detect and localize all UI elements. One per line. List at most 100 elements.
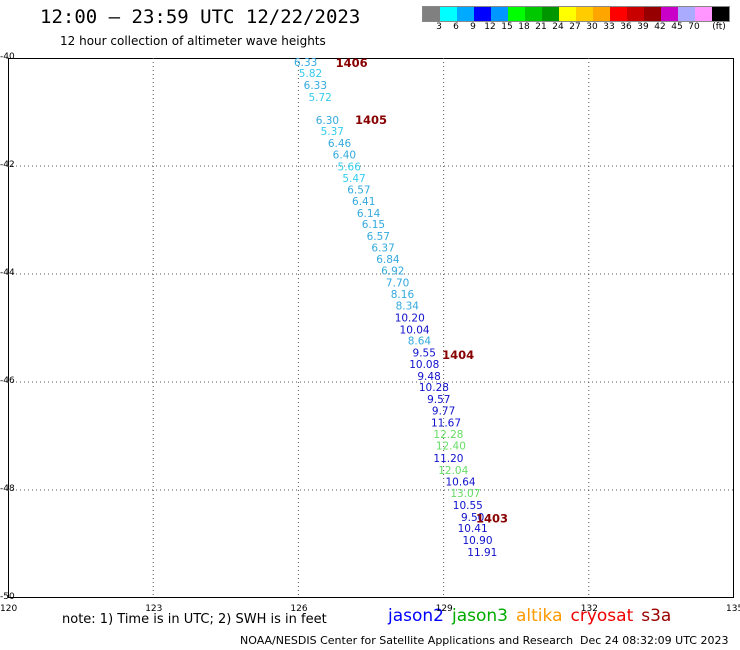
wave-height-value: 10.55 <box>453 500 483 512</box>
color-scale-legend <box>422 6 730 22</box>
wave-height-value: 6.15 <box>362 219 385 231</box>
orbit-track-label: 1405 <box>355 113 387 127</box>
longitude-tick-label: 123 <box>145 604 163 614</box>
legend-swatch <box>542 7 559 21</box>
wave-height-value: 11.67 <box>431 417 461 429</box>
footer-credit: NOAA/NESDIS Center for Satellite Applica… <box>240 634 574 647</box>
wave-height-value: 5.66 <box>338 161 362 173</box>
satellite-legend-item: altika <box>516 606 563 626</box>
orbit-track-label: 1406 <box>336 58 368 70</box>
orbit-track-label: 1403 <box>476 511 508 525</box>
wave-height-value: 6.14 <box>357 208 381 220</box>
legend-swatch <box>627 7 644 21</box>
legend-swatch <box>508 7 525 21</box>
wave-height-value: 9.50 <box>461 512 484 524</box>
legend-swatch <box>661 7 678 21</box>
legend-label: 12 <box>484 22 496 32</box>
legend-label: 3 <box>436 22 442 32</box>
wave-height-value: 6.92 <box>381 266 404 278</box>
wave-height-value: 5.82 <box>299 68 322 80</box>
legend-label: 21 <box>535 22 547 32</box>
legend-swatch <box>678 7 695 21</box>
footer-timestamp: Dec 24 08:32:09 UTC 2023 <box>580 634 729 647</box>
legend-swatch <box>491 7 508 21</box>
footer-note: note: 1) Time is in UTC; 2) SWH is in fe… <box>62 612 327 627</box>
wave-height-value: 9.55 <box>413 348 436 360</box>
latitude-tick-label: -50 <box>0 592 15 602</box>
wave-height-value: 6.30 <box>316 115 339 127</box>
legend-label: 45 <box>671 22 683 32</box>
legend-label: 30 <box>586 22 598 32</box>
wave-height-value: 6.57 <box>367 231 390 243</box>
legend-swatch <box>440 7 457 21</box>
wave-height-value: 12.28 <box>433 429 463 441</box>
wave-height-value: 10.20 <box>395 313 425 325</box>
legend-label: 42 <box>654 22 666 32</box>
legend-swatch <box>695 7 712 21</box>
legend-label: 15 <box>501 22 513 32</box>
legend-label: 36 <box>620 22 632 32</box>
wave-height-value: 10.08 <box>409 359 439 371</box>
wave-height-value: 8.64 <box>408 336 432 348</box>
legend-label: 6 <box>453 22 459 32</box>
legend-swatch <box>525 7 542 21</box>
wave-height-value: 10.04 <box>400 324 430 336</box>
wave-height-value: 5.37 <box>321 126 344 138</box>
satellite-legend: jason2 jason3 altika cryosat s3a <box>388 606 679 626</box>
wave-height-map: 6.335.826.335.726.305.376.466.405.665.47… <box>8 58 734 598</box>
latitude-tick-label: -40 <box>0 52 15 62</box>
wave-height-value: 10.64 <box>446 477 476 489</box>
wave-height-value: 6.46 <box>328 138 352 150</box>
wave-height-value: 12.04 <box>438 465 468 477</box>
longitude-tick-label: 132 <box>580 604 598 614</box>
legend-label: 70 <box>688 22 700 32</box>
wave-height-value: 12.40 <box>436 441 466 453</box>
map-title: 12:00 – 23:59 UTC 12/22/2023 <box>40 6 361 28</box>
longitude-tick-label: 129 <box>435 604 453 614</box>
wave-height-value: 6.57 <box>347 185 370 197</box>
orbit-track-label: 1404 <box>442 348 474 362</box>
wave-height-value: 9.48 <box>417 371 440 383</box>
wave-height-value: 9.57 <box>427 394 450 406</box>
latitude-tick-label: -42 <box>0 160 15 170</box>
legend-swatch <box>712 7 729 21</box>
legend-label: 33 <box>603 22 615 32</box>
legend-label: (ft) <box>712 22 726 32</box>
wave-height-value: 10.41 <box>458 523 488 535</box>
legend-label: 9 <box>470 22 476 32</box>
satellite-legend-item: jason3 <box>452 606 508 626</box>
legend-swatch <box>593 7 610 21</box>
wave-height-value: 5.72 <box>308 92 331 104</box>
wave-height-value: 9.77 <box>432 405 455 417</box>
map-subtitle: 12 hour collection of altimeter wave hei… <box>60 34 326 48</box>
wave-height-value: 13.07 <box>450 488 480 500</box>
wave-height-value: 11.91 <box>467 547 497 559</box>
latitude-tick-label: -44 <box>0 268 15 278</box>
legend-swatch <box>423 7 440 21</box>
satellite-legend-item: s3a <box>641 606 672 626</box>
wave-height-value: 10.90 <box>462 535 492 547</box>
longitude-tick-label: 135 <box>726 604 740 614</box>
wave-height-value: 6.84 <box>376 254 400 266</box>
wave-height-value: 6.33 <box>304 80 327 92</box>
wave-height-value: 6.40 <box>333 149 356 161</box>
color-scale-labels: 3 6 9 12 15 18 21 24 27 30 33 36 39 42 45 70 (ft) <box>422 22 738 34</box>
wave-height-value: 8.16 <box>391 289 415 301</box>
legend-swatch <box>559 7 576 21</box>
longitude-tick-label: 126 <box>290 604 308 614</box>
wave-height-value: 6.41 <box>352 196 375 208</box>
latitude-tick-label: -48 <box>0 484 15 494</box>
legend-label: 24 <box>552 22 564 32</box>
plot-frame <box>8 58 734 598</box>
wave-height-value: 6.37 <box>371 242 394 254</box>
legend-swatch <box>644 7 661 21</box>
wave-height-value: 10.28 <box>419 382 449 394</box>
wave-height-value: 6.33 <box>294 58 317 69</box>
satellite-legend-item: jason2 <box>388 606 444 626</box>
legend-label: 39 <box>637 22 649 32</box>
legend-label: 18 <box>518 22 530 32</box>
latitude-tick-label: -46 <box>0 376 15 386</box>
wave-height-value: 7.70 <box>386 277 409 289</box>
legend-swatch <box>610 7 627 21</box>
legend-swatch <box>474 7 491 21</box>
